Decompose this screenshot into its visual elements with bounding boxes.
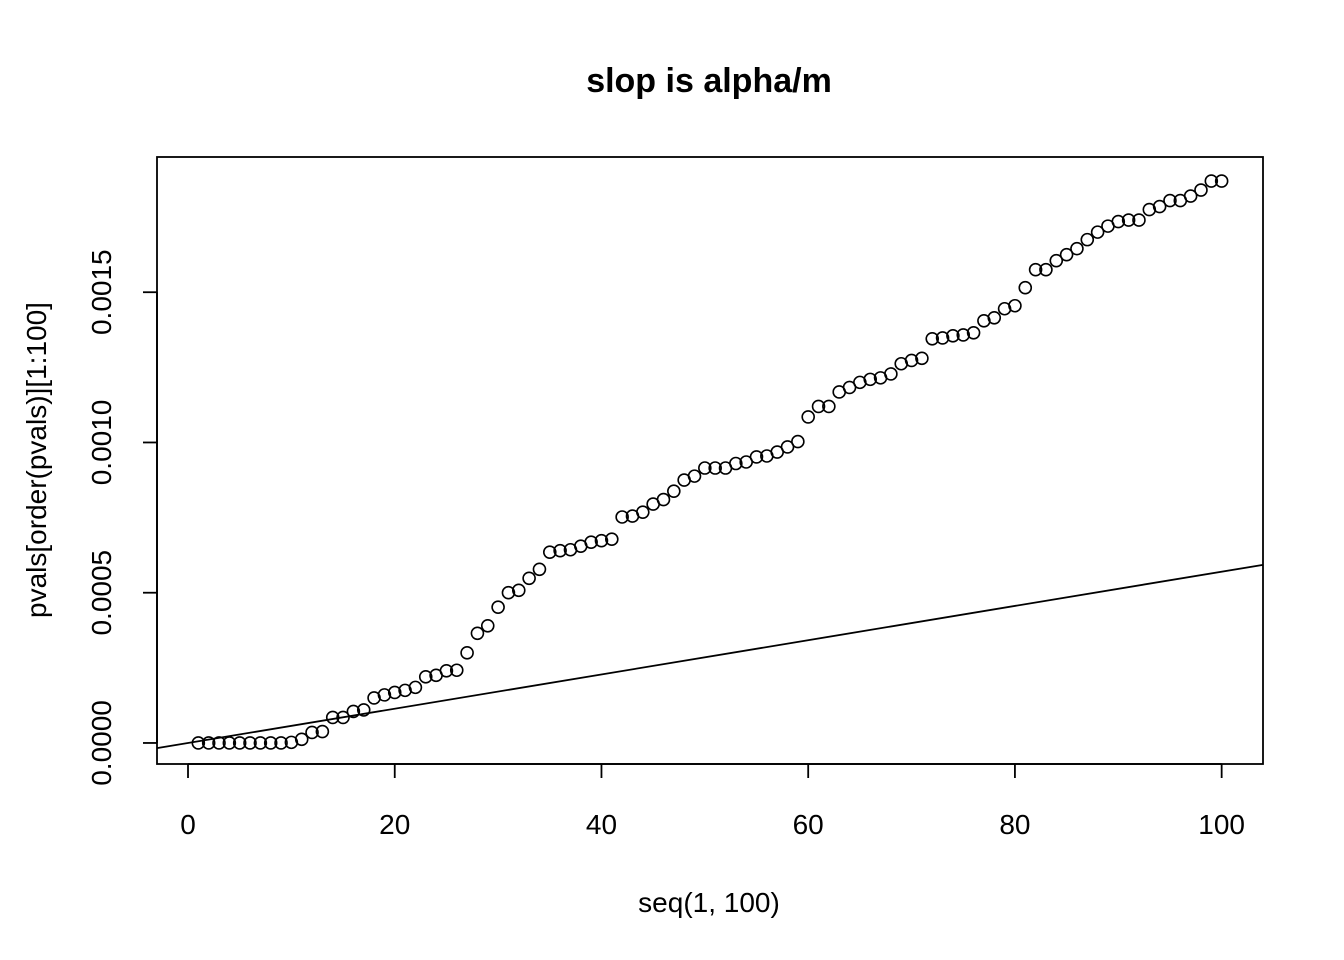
data-point — [925, 331, 940, 346]
data-point — [594, 533, 609, 548]
data-point — [377, 688, 392, 702]
data-point — [1090, 225, 1105, 239]
data-point — [863, 372, 878, 387]
data-point — [1008, 298, 1022, 313]
y-tick-label: 0.0000 — [86, 700, 117, 786]
data-point — [801, 410, 815, 424]
x-axis: 0 20 40 60 80 100 — [180, 763, 1245, 840]
data-point — [480, 618, 495, 633]
data-point — [1018, 280, 1033, 295]
data-point — [605, 532, 619, 547]
data-point — [222, 736, 237, 750]
data-point — [1183, 189, 1198, 203]
reference-line — [156, 563, 1264, 749]
data-point — [491, 600, 505, 614]
x-tick-label: 0 — [180, 809, 196, 840]
x-tick-label: 20 — [379, 809, 410, 840]
data-point — [1121, 213, 1136, 227]
data-point — [532, 562, 547, 577]
y-tick-label: 0.0015 — [86, 249, 117, 335]
data-point — [584, 535, 598, 550]
x-tick-label: 80 — [999, 809, 1030, 840]
data-point — [780, 440, 795, 454]
data-point — [387, 685, 402, 700]
data-point — [1163, 193, 1177, 208]
data-point — [1152, 199, 1167, 214]
y-tick-label: 0.0010 — [86, 400, 117, 486]
x-axis-label: seq(1, 100) — [638, 887, 780, 918]
data-point — [212, 736, 226, 750]
data-point — [1049, 253, 1064, 268]
data-point — [511, 583, 526, 598]
data-point — [1111, 214, 1126, 229]
data-point — [1204, 174, 1219, 188]
data-point — [418, 670, 433, 684]
data-point — [708, 461, 722, 475]
data-point — [687, 469, 702, 483]
data-point — [946, 328, 960, 343]
data-point — [356, 703, 371, 717]
data-point — [749, 450, 764, 464]
data-point — [956, 328, 971, 342]
data-point — [408, 680, 423, 695]
data-point — [656, 492, 671, 507]
data-point — [1059, 247, 1074, 262]
data-point — [904, 353, 919, 368]
data-point — [1039, 262, 1053, 277]
data-point — [729, 456, 743, 471]
data-point — [1070, 241, 1084, 256]
data-point — [232, 736, 247, 750]
x-tick-label: 40 — [586, 809, 617, 840]
data-point — [191, 736, 206, 750]
data-point — [791, 434, 805, 449]
data-point — [987, 310, 1002, 325]
data-point — [698, 461, 712, 475]
data-point — [935, 331, 950, 345]
data-point — [305, 725, 319, 740]
chart-title: slop is alpha/m — [586, 62, 832, 100]
data-point — [253, 736, 268, 750]
data-point — [1194, 183, 1208, 197]
data-point — [522, 571, 536, 586]
data-point — [615, 510, 629, 524]
data-point — [1214, 174, 1229, 188]
data-point — [263, 736, 278, 750]
data-point — [667, 484, 681, 498]
data-point — [325, 710, 340, 725]
data-point — [274, 736, 288, 750]
data-point — [294, 732, 309, 747]
data-point — [201, 736, 216, 750]
data-point — [915, 351, 929, 366]
y-tick-label: 0.0005 — [86, 550, 117, 636]
x-tick-label: 60 — [793, 809, 824, 840]
y-axis: 0.0000 0.0005 0.0010 0.0015 — [86, 249, 158, 786]
data-point — [966, 325, 981, 340]
data-point — [460, 646, 474, 660]
x-tick-label: 100 — [1198, 809, 1245, 840]
data-point — [1028, 262, 1043, 277]
data-point — [470, 626, 485, 641]
data-point — [439, 664, 454, 678]
data-point — [243, 736, 257, 750]
data-point — [449, 663, 464, 678]
plot-frame — [156, 156, 1264, 765]
data-point — [501, 585, 516, 600]
data-point — [1132, 213, 1146, 227]
data-point — [1080, 232, 1095, 247]
data-point — [336, 710, 350, 725]
data-points — [191, 174, 1229, 750]
reference-line-segment — [156, 563, 1264, 749]
data-point — [553, 543, 567, 558]
data-point — [636, 505, 650, 519]
data-point — [822, 399, 836, 414]
data-point — [542, 545, 557, 559]
data-point — [346, 704, 361, 719]
data-point — [884, 367, 898, 381]
y-axis-label: pvals[order(pvals)][1:100] — [21, 302, 52, 618]
data-point — [811, 399, 826, 414]
data-point — [315, 724, 330, 739]
